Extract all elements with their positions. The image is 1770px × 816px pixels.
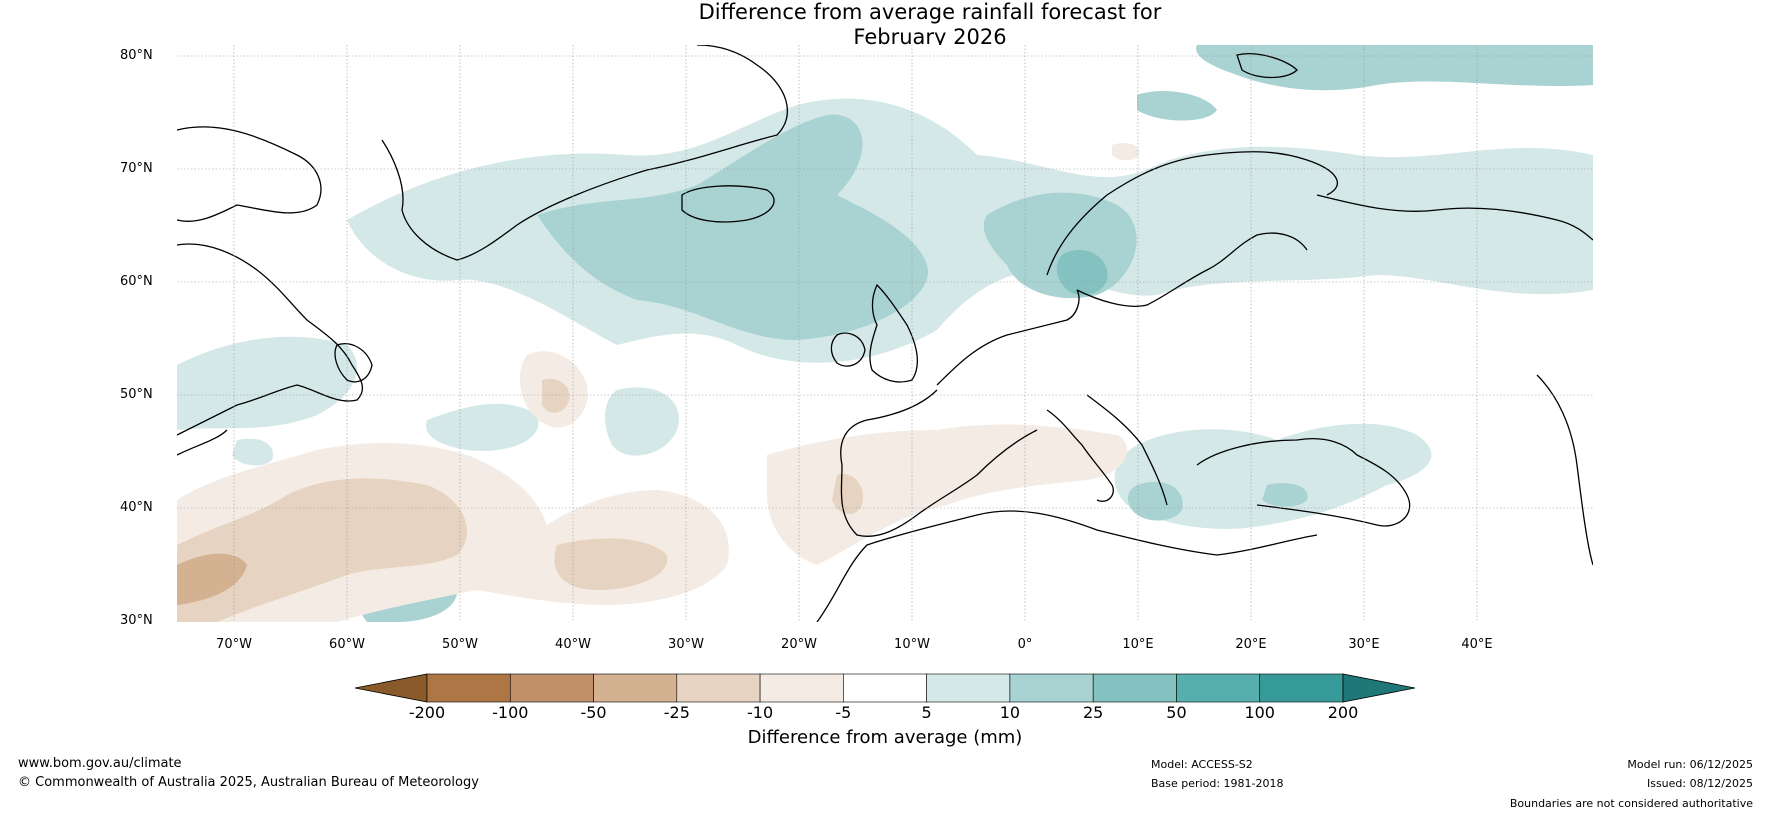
lon-label-50w: 50°W	[442, 637, 478, 652]
coast-us-east	[177, 429, 228, 456]
wet-region-cyprus	[1262, 483, 1308, 507]
wet-region-norway	[983, 192, 1137, 299]
coast-svalbard	[1236, 53, 1298, 79]
colorbar-segment	[843, 673, 927, 703]
colorbar-segments	[354, 673, 1416, 703]
colorbar-tick-label: 50	[1166, 703, 1187, 722]
lat-label-70n: 70°N	[120, 161, 153, 176]
coast-balkans-greece	[1086, 394, 1168, 506]
coast-newfoundland	[334, 343, 373, 383]
wet-region-labrador	[177, 336, 357, 430]
coast-canada-north	[177, 126, 322, 222]
colorbar-segment	[1009, 673, 1094, 703]
footer-url[interactable]: www.bom.gov.au/climate	[18, 756, 182, 771]
coast-ireland	[830, 332, 866, 367]
lat-label-30n: 30°N	[120, 613, 153, 628]
wet-region-small-1	[232, 438, 273, 466]
rainfall-map	[177, 45, 1593, 622]
dry-region-mid-atlantic-south	[554, 538, 668, 590]
colorbar-tick-label: -50	[580, 703, 607, 722]
gridlines	[177, 45, 1593, 622]
colorbar-tick-label: 25	[1082, 703, 1104, 722]
lon-label-0: 0°	[1017, 637, 1033, 652]
colorbar-segment	[1092, 673, 1177, 703]
lon-label-20e: 20°E	[1235, 637, 1267, 652]
colorbar-segment	[926, 673, 1011, 703]
coast-iceland	[681, 185, 775, 223]
footer-model: Model: ACCESS-S2	[1151, 758, 1253, 771]
lon-label-10w: 10°W	[894, 637, 930, 652]
coast-greenland	[381, 45, 788, 261]
coast-russia-arctic	[1316, 194, 1593, 241]
coast-europe-west	[936, 289, 1080, 386]
footer-model-run: Model run: 06/12/2025	[1627, 758, 1753, 771]
wet-region-north-atlantic	[347, 98, 1593, 363]
coast-uk	[869, 283, 919, 383]
colorbar-segment	[676, 673, 761, 703]
colorbar-tick-label: -100	[492, 703, 529, 722]
wet-region-norway-core	[1056, 250, 1108, 296]
coast-italy	[1046, 409, 1114, 502]
lat-label-80n: 80°N	[120, 48, 153, 63]
dry-region-portugal	[832, 474, 863, 515]
coast-iberia	[840, 389, 1038, 537]
coast-east-edge	[1536, 374, 1593, 566]
anomaly-shading	[177, 45, 1593, 622]
map-canvas	[177, 45, 1593, 622]
coast-africa-north	[816, 510, 1318, 622]
colorbar-tick-label: -10	[747, 703, 774, 722]
lon-label-20w: 20°W	[781, 637, 817, 652]
wet-region-atlantic-mid	[426, 403, 539, 451]
coast-turkey-blacksea	[1196, 438, 1411, 527]
colorbar-extension-low	[354, 673, 428, 703]
footer-copyright: © Commonwealth of Australia 2025, Austra…	[18, 775, 479, 790]
coast-baltic	[1076, 232, 1308, 307]
lon-label-40e: 40°E	[1461, 637, 1493, 652]
wet-region-aegean	[1127, 481, 1183, 521]
colorbar-segment	[426, 673, 511, 703]
lat-label-40n: 40°N	[120, 500, 153, 515]
colorbar-tick-label: 5	[921, 703, 932, 722]
coastlines	[177, 45, 1593, 622]
dry-region-subtropical-core	[177, 478, 467, 622]
lon-label-30e: 30°E	[1348, 637, 1380, 652]
colorbar-segment	[1259, 673, 1344, 703]
lat-label-60n: 60°N	[120, 274, 153, 289]
wet-region-core	[537, 114, 929, 340]
lon-label-70w: 70°W	[216, 637, 252, 652]
footer-issued: Issued: 08/12/2025	[1646, 777, 1753, 790]
colorbar-segment	[593, 673, 678, 703]
dry-region-central-atlantic-core	[542, 378, 570, 413]
lon-label-10e: 10°E	[1122, 637, 1154, 652]
colorbar-tick-label: 10	[999, 703, 1021, 722]
colorbar-tick-label: -25	[663, 703, 690, 722]
coast-norway	[1046, 151, 1339, 276]
colorbar-extension-high	[1342, 673, 1416, 703]
footer-disclaimer: Boundaries are not considered authoritat…	[1509, 797, 1753, 810]
wet-region-svalbard-2	[1137, 90, 1217, 121]
colorbar-segment	[509, 673, 594, 703]
colorbar-tick-label: 200	[1327, 703, 1359, 722]
lat-label-50n: 50°N	[120, 387, 153, 402]
dry-region-subtropical-deep	[177, 553, 247, 605]
colorbar-segment	[1176, 673, 1261, 703]
wet-region-azores	[605, 387, 679, 456]
lon-label-40w: 40°W	[555, 637, 591, 652]
colorbar-tick-label: -200	[408, 703, 446, 722]
lon-label-30w: 30°W	[668, 637, 704, 652]
colorbar-tick-label: 100	[1244, 703, 1275, 722]
colorbar-label: Difference from average (mm)	[747, 727, 1023, 748]
colorbar-tick-label: -5	[835, 703, 852, 722]
dry-region-norwegian-sea	[1112, 143, 1140, 161]
chart-title-line1: Difference from average rainfall forecas…	[698, 0, 1162, 24]
chart-title: Difference from average rainfall forecas…	[0, 0, 1770, 50]
wet-region-svalbard	[1196, 45, 1593, 91]
footer-base-period: Base period: 1981-2018	[1151, 777, 1284, 790]
lon-label-60w: 60°W	[329, 637, 365, 652]
colorbar-segment	[759, 673, 844, 703]
